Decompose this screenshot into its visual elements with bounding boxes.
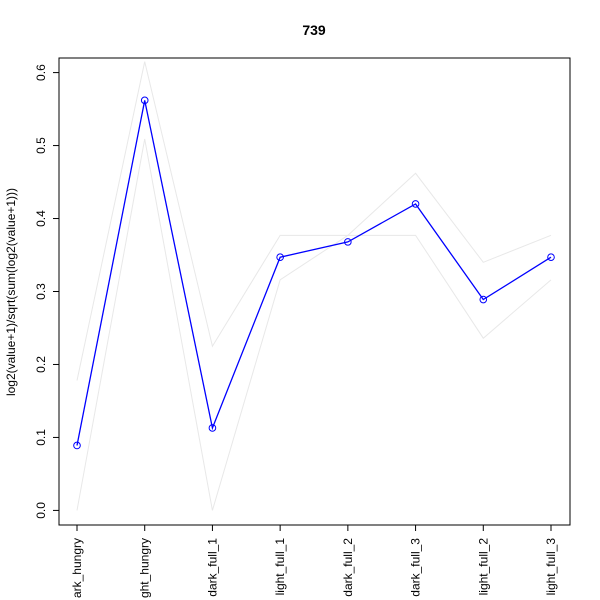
x-tick-label: ght_hungry (138, 538, 152, 598)
data-point (344, 238, 352, 246)
x-axis: ark_hungry ght_hungry dark_full_1 light_ful… (70, 524, 558, 598)
main-series-line (76, 100, 552, 446)
x-tick-label: dark_full_1 (205, 538, 219, 597)
x-tick-label: dark_full_2 (341, 538, 355, 597)
lower-envelope-line (76, 138, 552, 511)
data-point (547, 253, 555, 262)
plot-frame (58, 57, 571, 526)
x-tick-label: light_full_3 (544, 538, 558, 596)
x-tick-label: ark_hungry (70, 538, 84, 598)
chart-title: 739 (302, 22, 326, 38)
y-axis-label: log2(value+1)/sqrt(sum(log2(value+1))) (4, 188, 18, 396)
x-tick-label: light_full_2 (476, 538, 490, 596)
data-point (411, 200, 420, 208)
upper-envelope-line (76, 61, 552, 381)
y-tick-label: 0.1 (34, 429, 48, 446)
y-tick-label: 0.0 (34, 502, 48, 519)
data-point (140, 96, 149, 105)
y-tick-label: 0.3 (34, 283, 48, 300)
series-layer (73, 61, 555, 511)
y-axis: 0.0 0.1 0.2 0.3 0.4 0.5 0.6 (34, 64, 60, 519)
x-tick-label: dark_full_3 (409, 538, 423, 597)
data-point (73, 441, 81, 450)
x-tick-label: light_full_1 (273, 538, 287, 596)
data-point (208, 424, 217, 432)
y-tick-label: 0.2 (34, 356, 48, 373)
data-point (479, 295, 488, 304)
y-tick-label: 0.5 (34, 137, 48, 154)
y-tick-label: 0.4 (34, 210, 48, 227)
y-tick-label: 0.6 (34, 64, 48, 81)
data-point (276, 253, 284, 262)
